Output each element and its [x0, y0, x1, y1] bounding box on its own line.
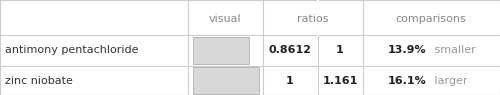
Text: 16.1%: 16.1%: [388, 76, 426, 86]
Text: visual: visual: [208, 14, 242, 24]
Text: 13.9%: 13.9%: [388, 45, 426, 55]
Text: smaller: smaller: [431, 45, 476, 55]
Text: comparisons: comparisons: [396, 14, 466, 24]
Text: 1.161: 1.161: [322, 76, 358, 86]
Text: larger: larger: [431, 76, 468, 86]
Bar: [192, 67, 258, 94]
Text: 1: 1: [286, 76, 294, 86]
Text: antimony pentachloride: antimony pentachloride: [5, 45, 138, 55]
Text: ratios: ratios: [297, 14, 328, 24]
Text: zinc niobate: zinc niobate: [5, 76, 73, 86]
Text: 1: 1: [336, 45, 344, 55]
Bar: [192, 37, 250, 64]
Text: 0.8612: 0.8612: [268, 45, 312, 55]
